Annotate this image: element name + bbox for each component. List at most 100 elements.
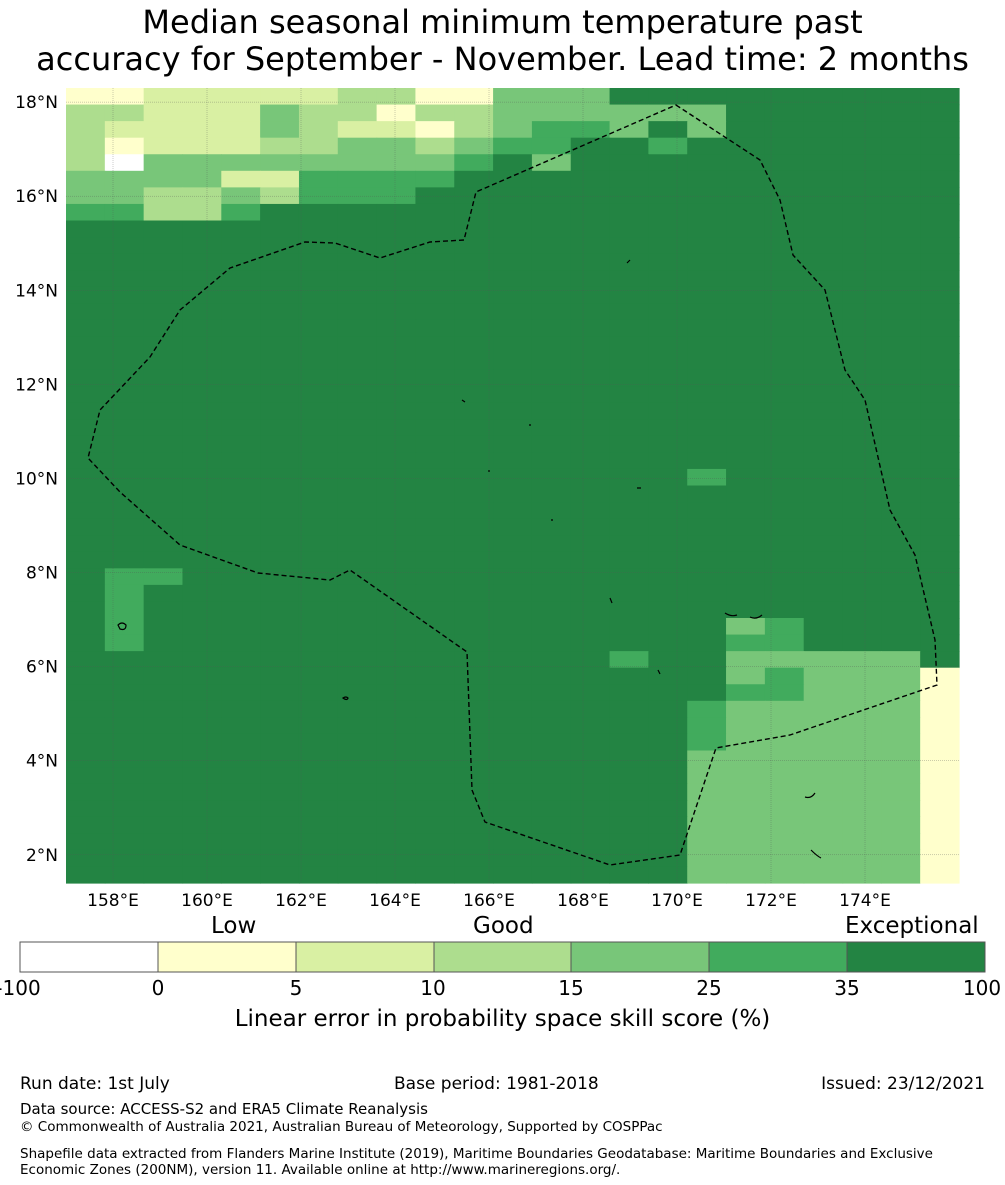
- grid-cell: [764, 800, 805, 818]
- grid-cell: [803, 170, 844, 188]
- grid-cell: [337, 203, 378, 222]
- grid-cell: [376, 121, 417, 139]
- grid-cell: [415, 767, 455, 785]
- grid-cell: [726, 402, 766, 420]
- grid-cell: [221, 187, 261, 205]
- grid-cell: [260, 386, 300, 404]
- grid-cell: [221, 700, 261, 718]
- grid-cell: [687, 121, 727, 139]
- grid-cell: [609, 849, 649, 868]
- grid-cell: [881, 502, 921, 520]
- grid-cell: [609, 767, 649, 785]
- grid-cell: [376, 253, 417, 271]
- grid-cell: [842, 468, 882, 487]
- grid-cell: [687, 783, 727, 801]
- grid-cell: [221, 220, 261, 238]
- grid-cell: [298, 88, 339, 106]
- grid-cell: [66, 452, 106, 470]
- grid-cell: [376, 104, 417, 122]
- grid-cell: [221, 783, 261, 801]
- grid-cell: [66, 833, 106, 851]
- grid-cell: [337, 220, 378, 238]
- grid-cell: [842, 733, 882, 752]
- grid-cell: [570, 518, 611, 536]
- grid-cell: [803, 237, 844, 255]
- grid-cell: [609, 220, 649, 238]
- grid-cell: [298, 866, 339, 884]
- grid-cell: [376, 502, 417, 520]
- grid-cell: [687, 303, 727, 321]
- grid-cell: [143, 319, 184, 338]
- grid-cell: [298, 601, 339, 619]
- grid-cell: [221, 568, 261, 586]
- grid-cell: [570, 584, 611, 603]
- grid-cell: [842, 667, 882, 685]
- grid-cell: [803, 452, 844, 470]
- grid-cell: [104, 767, 145, 785]
- grid-cell: [143, 485, 184, 503]
- eez-boundary: [87, 104, 938, 866]
- grid-cell: [182, 535, 222, 553]
- grid-cell: [881, 187, 921, 205]
- grid-cell: [764, 435, 805, 453]
- grid-cell: [881, 303, 921, 321]
- grid-cell: [531, 286, 572, 304]
- grid-cell: [66, 203, 106, 222]
- grid-cell: [803, 717, 844, 735]
- grid-cell: [570, 502, 611, 520]
- grid-cell: [221, 286, 261, 304]
- grid-cell: [803, 816, 844, 834]
- grid-cell: [570, 468, 611, 487]
- grid-cell: [803, 551, 844, 569]
- grid-cell: [648, 137, 688, 155]
- grid-cell: [648, 551, 688, 569]
- colorbar-tick: 5: [289, 976, 303, 1000]
- grid-cell: [337, 551, 378, 569]
- grid-cell: [182, 551, 222, 569]
- grid-cell: [531, 270, 572, 288]
- grid-cell: [648, 203, 688, 222]
- grid-cell: [298, 386, 339, 404]
- grid-cell: [104, 733, 145, 752]
- grid-cell: [648, 601, 688, 619]
- grid-cell: [570, 568, 611, 586]
- grid-cell: [920, 816, 960, 834]
- grid-cell: [66, 684, 106, 702]
- grid-cell: [182, 651, 222, 669]
- grid-cell: [493, 601, 533, 619]
- grid-cell: [648, 733, 688, 752]
- grid-cell: [920, 402, 960, 420]
- grid-cell: [221, 154, 261, 172]
- grid-cell: [842, 369, 882, 387]
- grid-cell: [764, 618, 805, 636]
- grid-cell: [221, 767, 261, 785]
- grid-cell: [687, 518, 727, 536]
- grid-cell: [531, 121, 572, 139]
- grid-cell: [454, 618, 494, 636]
- grid-cell: [764, 634, 805, 652]
- grid-cell: [881, 386, 921, 404]
- grid-cell: [920, 568, 960, 586]
- grid-cell: [493, 286, 533, 304]
- grid-cell: [104, 584, 145, 603]
- grid-cell: [260, 518, 300, 536]
- grid-cell: [531, 816, 572, 834]
- grid-cell: [415, 187, 455, 205]
- grid-cell: [648, 319, 688, 338]
- grid-cell: [182, 767, 222, 785]
- grid-cell: [687, 170, 727, 188]
- grid-cell: [687, 601, 727, 619]
- grid-cell: [221, 816, 261, 834]
- grid-cell: [881, 866, 921, 884]
- grid-cell: [570, 601, 611, 619]
- grid-cell: [221, 618, 261, 636]
- colorbar-tick: 10: [420, 976, 446, 1000]
- grid-cell: [920, 369, 960, 387]
- grid-cell: [66, 137, 106, 155]
- grid-cell: [298, 303, 339, 321]
- grid-cell: [337, 170, 378, 188]
- grid-cell: [493, 452, 533, 470]
- grid-cell: [531, 601, 572, 619]
- grid-cell: [609, 419, 649, 437]
- grid-cell: [726, 303, 766, 321]
